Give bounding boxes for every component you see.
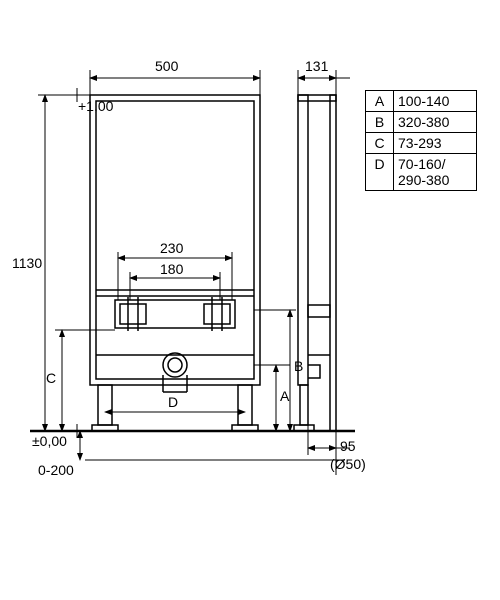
table-val-B: 320-380 (394, 112, 476, 132)
dim-230: 230 (160, 240, 183, 256)
table-row: B 320-380 (366, 112, 476, 133)
dim-lines (38, 70, 350, 475)
dim-A: A (280, 388, 289, 404)
table-row: D 70-160/ 290-380 (366, 154, 476, 190)
table-val-A: 100-140 (394, 91, 476, 111)
dim-0-200: 0-200 (38, 462, 74, 478)
side-view (294, 95, 336, 431)
table-val-D: 70-160/ 290-380 (394, 154, 476, 190)
table-val-C: 73-293 (394, 133, 476, 153)
dim-D: D (168, 394, 178, 410)
dim-500: 500 (155, 58, 178, 74)
dim-131: 131 (305, 58, 328, 74)
dim-180: 180 (160, 261, 183, 277)
table-key-C: C (366, 133, 394, 153)
table-key-A: A (366, 91, 394, 111)
dim-datum-top: +1,00 (78, 98, 113, 114)
dim-C: C (46, 370, 56, 386)
dim-95: 95 (340, 438, 356, 454)
dimension-table: A 100-140 B 320-380 C 73-293 D 70-160/ 2… (365, 90, 477, 191)
dim-dia50: (Ø50) (330, 456, 366, 472)
table-key-B: B (366, 112, 394, 132)
table-key-D: D (366, 154, 394, 190)
table-row: C 73-293 (366, 133, 476, 154)
dim-B: B (294, 358, 303, 374)
dim-1130: 1130 (12, 255, 42, 271)
table-row: A 100-140 (366, 91, 476, 112)
dim-datum-bottom: ±0,00 (32, 433, 67, 449)
